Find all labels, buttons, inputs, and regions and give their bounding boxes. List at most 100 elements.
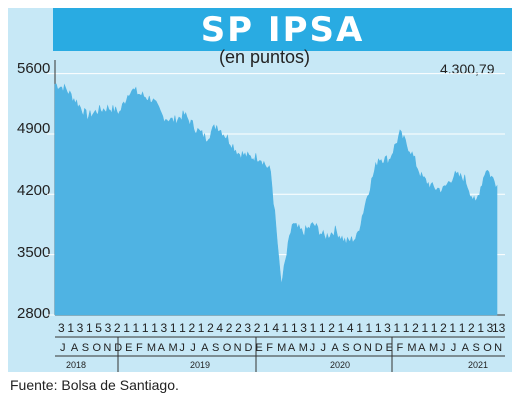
x-month-label: J bbox=[440, 342, 446, 354]
x-day-label: 2 bbox=[254, 321, 261, 335]
x-month-label: O bbox=[353, 342, 362, 354]
x-day-label: 1 bbox=[151, 321, 158, 335]
x-month-label: F bbox=[266, 342, 273, 354]
x-month-label: J bbox=[179, 342, 185, 354]
y-tick-label: 4200 bbox=[17, 182, 51, 199]
x-month-label: A bbox=[331, 342, 339, 354]
x-month-label: N bbox=[364, 342, 372, 354]
chart-title: SP IPSA bbox=[200, 10, 365, 50]
x-month-label: J bbox=[310, 342, 316, 354]
x-year-label: 2018 bbox=[66, 360, 86, 370]
x-day-label: 4 bbox=[272, 321, 279, 335]
last-value-label: 4.300,79 bbox=[440, 61, 495, 77]
x-month-label: D bbox=[375, 342, 383, 354]
x-day-label: 2 bbox=[328, 321, 335, 335]
x-month-label: A bbox=[418, 342, 426, 354]
x-month-label: J bbox=[60, 342, 66, 354]
x-day-label: 1 bbox=[86, 321, 93, 335]
x-month-label: N bbox=[103, 342, 111, 354]
x-month-label: O bbox=[93, 342, 102, 354]
x-day-label: 2 bbox=[235, 321, 242, 335]
x-month-label: J bbox=[190, 342, 196, 354]
x-year-label: 2020 bbox=[330, 360, 350, 370]
y-tick-label: 3500 bbox=[17, 244, 51, 261]
x-month-label: N bbox=[234, 342, 242, 354]
x-month-label: A bbox=[71, 342, 79, 354]
x-month-label: M bbox=[429, 342, 438, 354]
x-day-label: 3 bbox=[300, 321, 307, 335]
x-month-label: A bbox=[158, 342, 166, 354]
y-tick-label: 5600 bbox=[17, 60, 51, 77]
x-month-label: O bbox=[483, 342, 492, 354]
x-day-label: 1 bbox=[142, 321, 149, 335]
x-day-label: 1 bbox=[459, 321, 466, 335]
x-day-label: 1 bbox=[179, 321, 186, 335]
x-day-label: 1 bbox=[356, 321, 363, 335]
x-month-label: J bbox=[320, 342, 326, 354]
x-month-label: M bbox=[147, 342, 156, 354]
x-day-label: 3 bbox=[105, 321, 112, 335]
x-day-label: 4 bbox=[347, 321, 354, 335]
x-day-label: 3 bbox=[384, 321, 391, 335]
x-month-label: O bbox=[223, 342, 232, 354]
x-day-label: 2 bbox=[440, 321, 447, 335]
y-tick-label: 4900 bbox=[17, 120, 51, 137]
x-day-label: 1 bbox=[477, 321, 484, 335]
x-day-label: 1 bbox=[123, 321, 130, 335]
x-day-label: 1 bbox=[421, 321, 428, 335]
x-day-label: 2 bbox=[412, 321, 419, 335]
x-month-label: M bbox=[299, 342, 308, 354]
x-month-label: S bbox=[342, 342, 349, 354]
x-month-label: F bbox=[396, 342, 403, 354]
x-day-label: 2 bbox=[114, 321, 121, 335]
x-day-label: 1 bbox=[198, 321, 205, 335]
x-day-label: 3 bbox=[487, 321, 494, 335]
x-day-label: 1 bbox=[67, 321, 74, 335]
x-day-label: 2 bbox=[188, 321, 195, 335]
x-month-label: M bbox=[277, 342, 286, 354]
x-day-label: 1 bbox=[393, 321, 400, 335]
x-month-label: S bbox=[82, 342, 89, 354]
x-label-strip bbox=[53, 316, 505, 372]
x-day-label: 3 bbox=[58, 321, 65, 335]
x-month-label: M bbox=[407, 342, 416, 354]
x-final-tick-label: 13 bbox=[492, 321, 506, 335]
y-tick-label: 2800 bbox=[17, 305, 51, 322]
x-day-label: 1 bbox=[133, 321, 140, 335]
x-month-label: N bbox=[494, 342, 502, 354]
x-year-label: 2019 bbox=[190, 360, 210, 370]
x-month-label: E bbox=[125, 342, 132, 354]
source-note: Fuente: Bolsa de Santiago. bbox=[10, 377, 179, 393]
x-month-label: D bbox=[245, 342, 253, 354]
x-month-label: A bbox=[201, 342, 209, 354]
title-bar: SP IPSA bbox=[53, 8, 512, 51]
x-month-label: S bbox=[472, 342, 479, 354]
x-month-label: A bbox=[462, 342, 470, 354]
x-day-label: 1 bbox=[449, 321, 456, 335]
x-day-label: 1 bbox=[263, 321, 270, 335]
x-month-label: J bbox=[451, 342, 457, 354]
x-year-label: 2021 bbox=[468, 360, 488, 370]
x-day-label: 1 bbox=[170, 321, 177, 335]
x-day-label: 1 bbox=[291, 321, 298, 335]
x-day-label: 2 bbox=[207, 321, 214, 335]
x-month-label: E bbox=[255, 342, 262, 354]
x-day-label: 5 bbox=[95, 321, 102, 335]
x-day-label: 1 bbox=[366, 321, 373, 335]
x-day-label: 1 bbox=[375, 321, 382, 335]
x-month-label: F bbox=[136, 342, 143, 354]
x-day-label: 3 bbox=[77, 321, 84, 335]
x-day-label: 4 bbox=[216, 321, 223, 335]
x-month-label: E bbox=[386, 342, 393, 354]
x-day-label: 3 bbox=[161, 321, 168, 335]
x-day-label: 1 bbox=[338, 321, 345, 335]
x-month-label: A bbox=[288, 342, 296, 354]
x-day-label: 3 bbox=[244, 321, 251, 335]
chart-subtitle: (en puntos) bbox=[219, 47, 311, 67]
x-day-label: 1 bbox=[310, 321, 317, 335]
x-day-label: 1 bbox=[319, 321, 326, 335]
x-day-label: 1 bbox=[403, 321, 410, 335]
series-area bbox=[54, 83, 498, 316]
x-month-label: S bbox=[212, 342, 219, 354]
